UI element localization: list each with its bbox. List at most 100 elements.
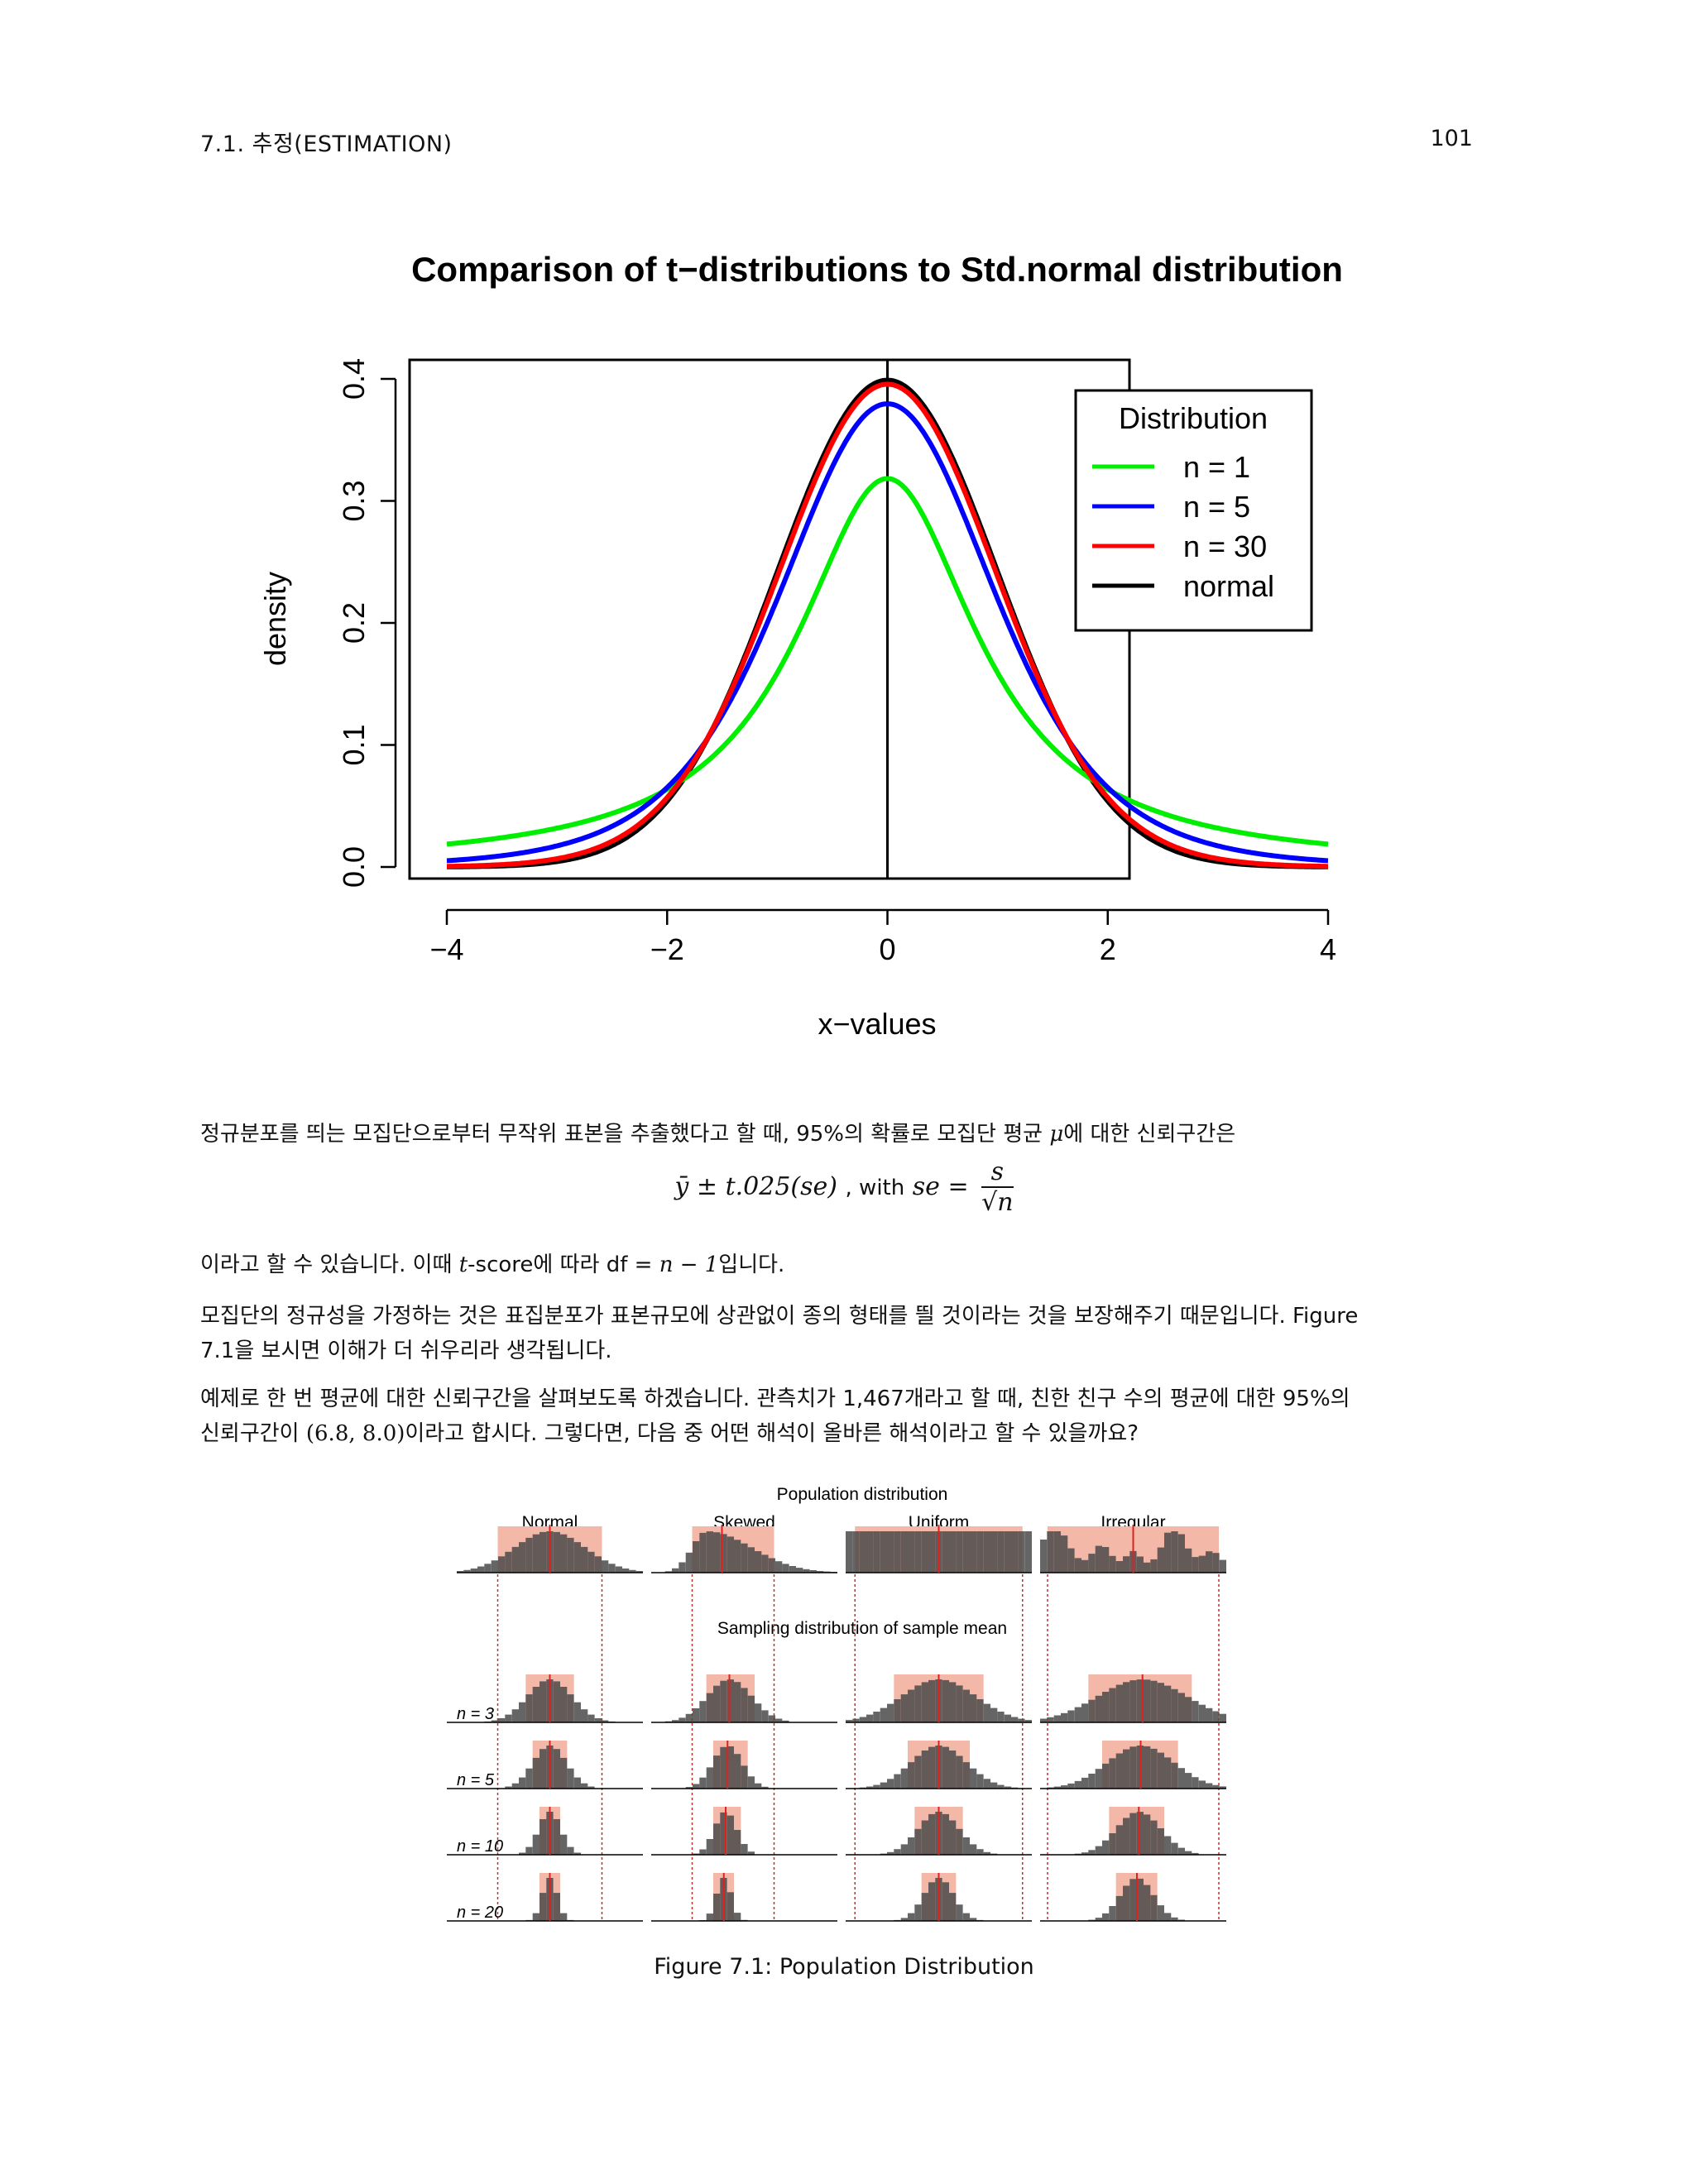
sampling-bar bbox=[970, 1918, 977, 1921]
population-bar bbox=[990, 1531, 998, 1573]
sampling-bar bbox=[900, 1768, 908, 1789]
sampling-bar bbox=[1129, 1879, 1137, 1921]
sampling-bar bbox=[846, 1720, 853, 1722]
population-bar bbox=[928, 1531, 936, 1573]
sampling-bar bbox=[942, 1882, 949, 1921]
population-bar bbox=[1011, 1531, 1019, 1573]
sampling-bar bbox=[1004, 1714, 1011, 1722]
population-bar bbox=[900, 1531, 908, 1573]
sampling-bar bbox=[1171, 1917, 1178, 1921]
sampling-bar bbox=[1177, 1768, 1185, 1789]
sampling-bar bbox=[747, 1695, 755, 1722]
population-bar bbox=[734, 1540, 741, 1573]
population-bar bbox=[983, 1531, 990, 1573]
sampling-bar bbox=[962, 1762, 970, 1789]
population-bar bbox=[608, 1564, 616, 1573]
sampling-bar bbox=[908, 1913, 915, 1921]
t-distribution-chart: Comparison of t−distributions to Std.nor… bbox=[258, 250, 1343, 1041]
sampling-bar bbox=[900, 1918, 908, 1921]
population-bar bbox=[1053, 1531, 1061, 1573]
sampling-bar bbox=[914, 1685, 922, 1722]
sampling-bar bbox=[720, 1680, 727, 1722]
sampling-bar bbox=[775, 1718, 783, 1722]
sampling-bar bbox=[706, 1913, 713, 1921]
sampling-bar bbox=[887, 1703, 894, 1722]
population-bar bbox=[532, 1534, 539, 1573]
sampling-bar bbox=[928, 1679, 936, 1722]
sampling-bar bbox=[970, 1694, 977, 1722]
population-bar bbox=[1136, 1556, 1144, 1573]
population-bar bbox=[1095, 1545, 1102, 1573]
sampling-bar bbox=[720, 1746, 727, 1789]
population-bar bbox=[594, 1556, 602, 1573]
sampling-bar bbox=[761, 1710, 769, 1722]
sampling-bar bbox=[1206, 1707, 1213, 1722]
population-bar bbox=[1061, 1535, 1068, 1573]
sampling-bar bbox=[581, 1783, 588, 1789]
sampling-bar bbox=[997, 1712, 1005, 1722]
population-bar bbox=[699, 1532, 707, 1573]
sampling-bar bbox=[949, 1820, 957, 1855]
sampling-bar bbox=[1115, 1895, 1123, 1921]
population-bar bbox=[852, 1531, 860, 1573]
sampling-bar bbox=[1144, 1814, 1151, 1855]
population-bar bbox=[956, 1531, 963, 1573]
sampling-bar bbox=[1136, 1878, 1144, 1921]
sampling-bar bbox=[900, 1844, 908, 1855]
population-bar bbox=[519, 1542, 526, 1573]
sampling-bar bbox=[1129, 1746, 1137, 1789]
y-axis-label: density bbox=[258, 572, 292, 666]
sampling-bar bbox=[1004, 1786, 1011, 1789]
legend-label: n = 5 bbox=[1183, 490, 1250, 524]
series-line-normal bbox=[447, 377, 1328, 869]
population-bar bbox=[970, 1531, 977, 1573]
population-bar bbox=[846, 1531, 853, 1573]
population-bar bbox=[1123, 1556, 1130, 1573]
sampling-bar bbox=[894, 1699, 901, 1722]
population-bar bbox=[887, 1531, 894, 1573]
series-line-n30 bbox=[447, 381, 1328, 869]
sampling-bar bbox=[727, 1746, 734, 1789]
x-tick-label: −2 bbox=[650, 932, 684, 966]
eq-numerator: s bbox=[981, 1158, 1014, 1188]
sampling-bar bbox=[573, 1852, 581, 1855]
sampling-bar bbox=[1157, 1683, 1164, 1722]
population-bar bbox=[720, 1534, 727, 1573]
chart-title: Comparison of t−distributions to Std.nor… bbox=[411, 250, 1343, 289]
y-tick-label: 0.3 bbox=[337, 480, 371, 521]
y-tick-label: 0.0 bbox=[337, 846, 371, 888]
sampling-bar bbox=[1109, 1688, 1116, 1722]
sampling-bar bbox=[525, 1768, 533, 1789]
population-bar bbox=[463, 1569, 471, 1573]
sampling-bar bbox=[921, 1751, 928, 1789]
population-bar bbox=[921, 1531, 928, 1573]
sampling-bar bbox=[713, 1894, 721, 1921]
sampling-bar bbox=[1171, 1842, 1178, 1855]
p4-line-2: 신뢰구간이 (6.8, 8.0)이라고 합시다. 그렇다면, 다음 중 어떤 해… bbox=[200, 1416, 1491, 1451]
sampling-bar bbox=[908, 1762, 915, 1789]
population-bar bbox=[942, 1531, 949, 1573]
sampling-bar bbox=[519, 1777, 526, 1789]
sampling-bar bbox=[970, 1844, 977, 1855]
sampling-bar bbox=[1206, 1783, 1213, 1789]
sampling-bar bbox=[970, 1768, 977, 1789]
sampling-bar bbox=[741, 1844, 748, 1855]
sampling-bar bbox=[1067, 1783, 1075, 1789]
sampling-bar bbox=[1212, 1711, 1220, 1722]
sampling-bar bbox=[560, 1757, 568, 1789]
sampling-bar bbox=[880, 1782, 887, 1789]
population-bar bbox=[622, 1569, 630, 1573]
sampling-bar bbox=[859, 1717, 866, 1722]
sampling-bar bbox=[1164, 1836, 1172, 1855]
sampling-bar bbox=[1185, 1697, 1192, 1722]
df-expression: n − 1 bbox=[659, 1252, 719, 1277]
population-bar bbox=[525, 1537, 533, 1573]
sampling-bar bbox=[873, 1784, 880, 1789]
population-bar bbox=[908, 1531, 915, 1573]
sampling-bar bbox=[1219, 1786, 1226, 1789]
population-bar bbox=[664, 1571, 672, 1573]
sampling-bar bbox=[949, 1751, 957, 1789]
y-tick-label: 0.1 bbox=[337, 724, 371, 765]
sampling-bar bbox=[928, 1746, 936, 1789]
sampling-bar bbox=[560, 1913, 568, 1921]
